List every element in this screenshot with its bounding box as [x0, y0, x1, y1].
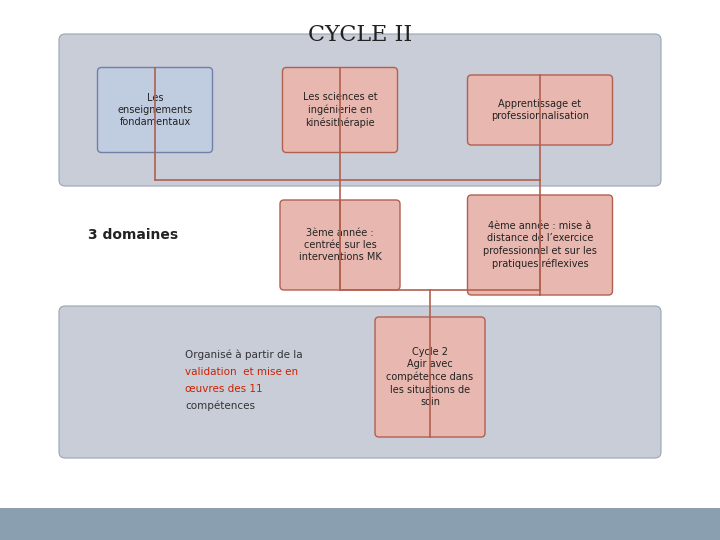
FancyBboxPatch shape [59, 34, 661, 186]
Text: Organisé à partir de la: Organisé à partir de la [185, 350, 302, 360]
Text: validation  et mise en: validation et mise en [185, 367, 298, 377]
FancyBboxPatch shape [97, 68, 212, 152]
Text: 3 domaines: 3 domaines [88, 228, 178, 242]
FancyBboxPatch shape [467, 195, 613, 295]
Text: Les
enseignements
fondamentaux: Les enseignements fondamentaux [117, 92, 193, 127]
Text: 3ème année :
centrée sur les
interventions MK: 3ème année : centrée sur les interventio… [299, 227, 382, 262]
FancyBboxPatch shape [59, 306, 661, 458]
FancyBboxPatch shape [282, 68, 397, 152]
FancyBboxPatch shape [375, 317, 485, 437]
Text: œuvres des 11: œuvres des 11 [185, 384, 263, 394]
Bar [0, 508, 720, 540]
Text: compétences: compétences [185, 401, 255, 411]
Text: Apprentissage et
professionnalisation: Apprentissage et professionnalisation [491, 99, 589, 121]
FancyBboxPatch shape [280, 200, 400, 290]
Text: Les sciences et
ingénierie en
kinésithérapie: Les sciences et ingénierie en kinésithér… [302, 92, 377, 128]
Text: Cycle 2
Agir avec
compétence dans
les situations de
soin: Cycle 2 Agir avec compétence dans les si… [387, 347, 474, 407]
FancyBboxPatch shape [467, 75, 613, 145]
Text: 4ème année : mise à
distance de l’exercice
professionnel et sur les
pratiques ré: 4ème année : mise à distance de l’exerci… [483, 221, 597, 269]
Text: CYCLE II: CYCLE II [308, 24, 412, 46]
